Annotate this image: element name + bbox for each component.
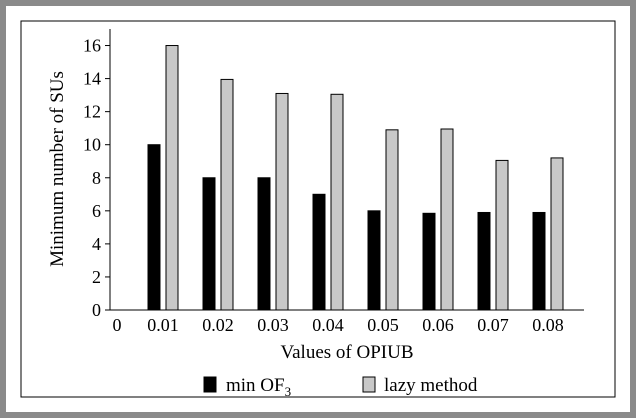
- bar-lazy-method-0.05: [385, 129, 399, 311]
- x-tick-label-5: 0.06: [422, 315, 454, 335]
- bar-lazy-method-0.07: [495, 159, 509, 311]
- bar-lazy-method-0.03: [275, 92, 289, 311]
- bar-min-of3-0.05: [367, 210, 381, 311]
- bar-min-of3-0.03: [257, 177, 271, 311]
- y-axis-title: Minimum number of SUs: [47, 71, 68, 267]
- x-tick-label-7: 0.08: [532, 315, 564, 335]
- x-tick-label-0: 0.01: [147, 315, 179, 335]
- legend-swatch-min-of3: [203, 376, 217, 393]
- bar-min-of3-0.07: [477, 211, 491, 311]
- y-tick-label-6: 12: [83, 102, 101, 122]
- bar-lazy-method-0.08: [550, 157, 564, 311]
- legend-swatch-lazy-method: [362, 376, 376, 393]
- bar-lazy-method-0.01: [165, 45, 179, 311]
- y-tick-label-7: 14: [83, 69, 101, 89]
- bar-min-of3-0.02: [202, 177, 216, 311]
- bar-min-of3-0.08: [532, 211, 546, 311]
- bars: [147, 45, 564, 311]
- legend-label-min-of3: min OF3: [226, 375, 291, 399]
- legend: min OF3 lazy method: [203, 375, 478, 399]
- x-axis-title: Values of OPIUB: [281, 342, 414, 363]
- y-tick-label-8: 16: [83, 36, 101, 56]
- bar-lazy-method-0.06: [440, 128, 454, 311]
- y-tick-label-2: 4: [92, 234, 101, 254]
- legend-label-lazy-method: lazy method: [384, 375, 478, 396]
- y-tick-label-5: 10: [83, 135, 101, 155]
- x-tick-label-2: 0.03: [257, 315, 289, 335]
- bar-lazy-method-0.04: [330, 93, 344, 311]
- x-tick-label-6: 0.07: [477, 315, 509, 335]
- y-tick-label-0: 0: [92, 300, 101, 320]
- y-tick-label-4: 8: [92, 168, 101, 188]
- x-origin-label: 0: [113, 315, 122, 335]
- bar-min-of3-0.01: [147, 144, 161, 311]
- x-tick-label-1: 0.02: [202, 315, 234, 335]
- y-tick-label-1: 2: [92, 267, 101, 287]
- x-ticks: 0.01 0.02 0.03 0.04 0.05 0.06 0.07 0.08: [147, 315, 564, 335]
- bar-min-of3-0.06: [422, 212, 436, 311]
- y-ticks: 0 2 4 6 8 10 12 14 16: [83, 36, 110, 320]
- legend-label-min-of3-subscript: 3: [285, 384, 292, 399]
- x-tick-label-3: 0.04: [312, 315, 344, 335]
- x-tick-label-4: 0.05: [367, 315, 399, 335]
- legend-label-min-of3-text: min OF: [226, 375, 285, 396]
- y-tick-label-3: 6: [92, 201, 101, 221]
- bar-lazy-method-0.02: [220, 78, 234, 311]
- bar-min-of3-0.04: [312, 193, 326, 311]
